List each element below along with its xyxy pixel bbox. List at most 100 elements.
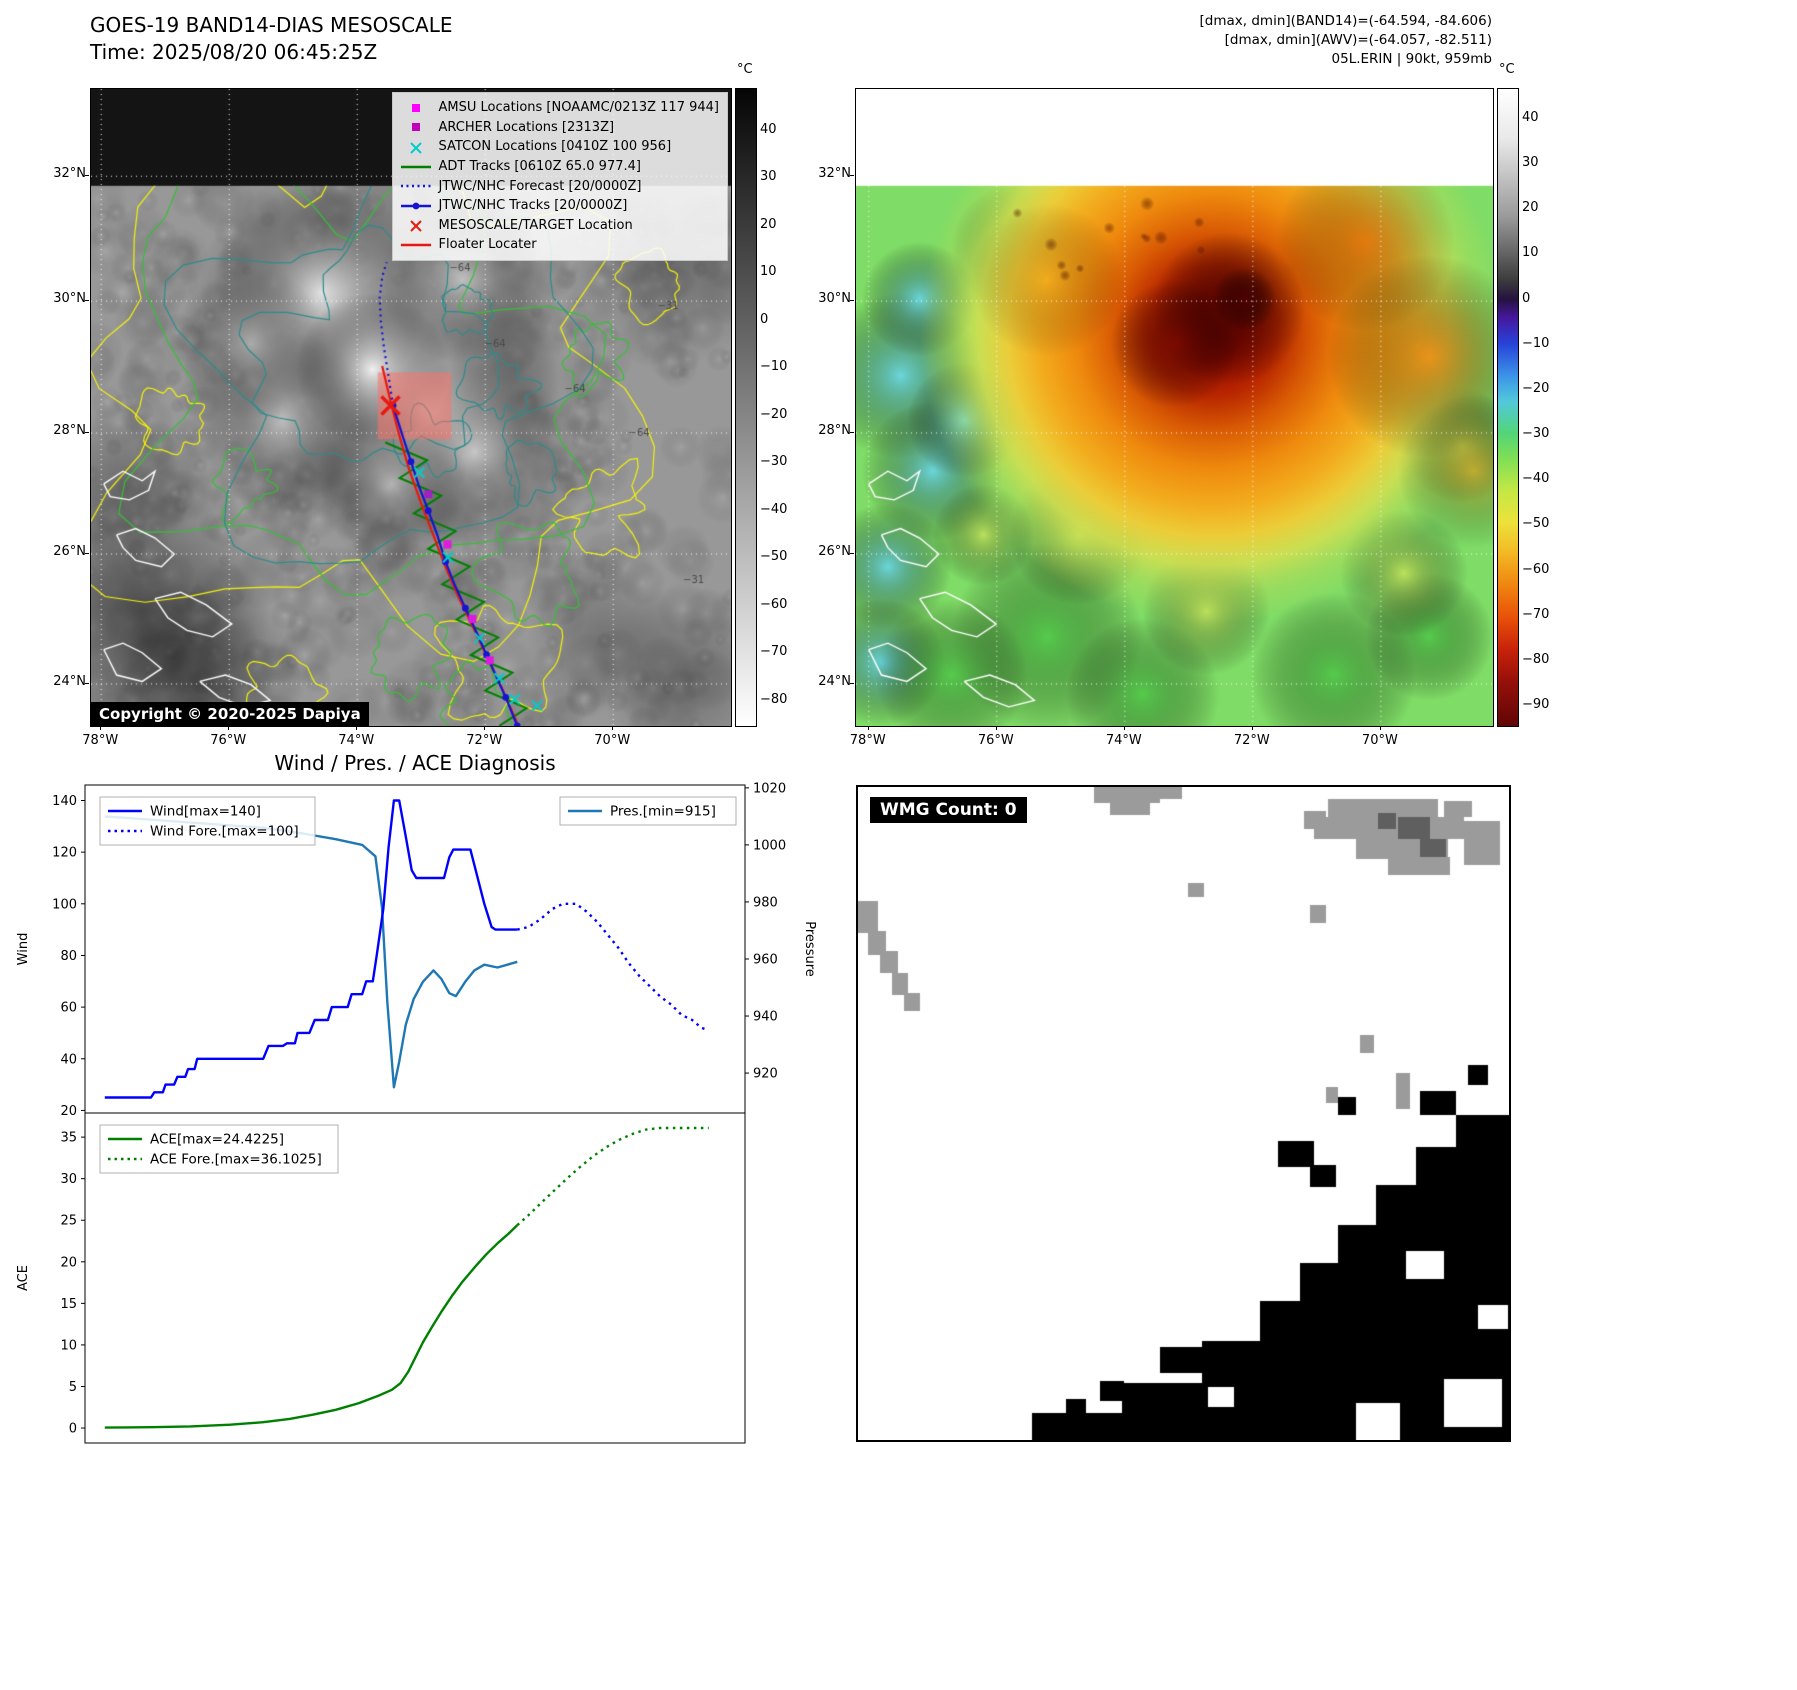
lat-tick-label: 24°N bbox=[53, 673, 86, 689]
lon-tick-label: 76°W bbox=[210, 733, 247, 748]
axis-tick-mark bbox=[1251, 726, 1253, 730]
wind-forecast-line bbox=[517, 902, 710, 1032]
lon-tick-label: 78°W bbox=[82, 733, 119, 748]
legend-item-2: SATCON Locations [0410Z 100 956] bbox=[399, 137, 719, 157]
x-legend-icon bbox=[409, 142, 422, 154]
axis-tick-mark bbox=[228, 726, 230, 730]
band14-colorbar bbox=[735, 88, 757, 727]
storm-id-intensity-label: 05L.ERIN | 90kt, 959mb bbox=[1331, 51, 1492, 67]
chart-legend-label: Wind Fore.[max=100] bbox=[150, 824, 299, 840]
ir-colorbar bbox=[1497, 88, 1519, 727]
axis-tick-mark bbox=[1379, 726, 1381, 730]
legend-item-label: Floater Locater bbox=[438, 237, 537, 253]
wind-ytick-label: 60 bbox=[60, 1001, 77, 1016]
colorbar-tick-label: −70 bbox=[1522, 606, 1550, 622]
lon-tick-label: 74°W bbox=[1105, 733, 1142, 748]
square-legend-icon bbox=[411, 123, 420, 132]
lat-tick-label: 30°N bbox=[53, 291, 86, 307]
ir-color-satellite-image bbox=[856, 89, 1493, 726]
axis-tick-mark bbox=[85, 175, 89, 177]
wind-pres-ace-charts: 2040608010012014092094096098010001020051… bbox=[16, 781, 817, 1444]
ace-ytick-label: 15 bbox=[60, 1297, 77, 1312]
lon-tick-label: 70°W bbox=[594, 733, 631, 748]
legend-item-label: JTWC/NHC Forecast [20/0000Z] bbox=[438, 178, 642, 194]
square-legend-icon bbox=[411, 103, 420, 112]
wind-ytick-label: 100 bbox=[52, 897, 77, 912]
ace-ytick-label: 10 bbox=[60, 1338, 77, 1353]
legend-item-label: JTWC/NHC Tracks [20/0000Z] bbox=[438, 198, 628, 214]
ir-colorbar-unit: °C bbox=[1499, 62, 1515, 77]
axis-tick-mark bbox=[85, 553, 89, 554]
lon-tick-label: 76°W bbox=[977, 733, 1014, 748]
ace-ytick-label: 20 bbox=[60, 1255, 77, 1270]
wmg-count-badge: WMG Count: 0 bbox=[870, 797, 1027, 823]
chart-legend-label: ACE Fore.[max=36.1025] bbox=[150, 1152, 322, 1168]
ace-ytick-label: 35 bbox=[60, 1131, 77, 1146]
pressure-ytick-label: 1000 bbox=[753, 838, 786, 853]
ace-ytick-label: 5 bbox=[69, 1380, 77, 1395]
colorbar-tick-label: −80 bbox=[760, 691, 788, 707]
lon-tick-label: 74°W bbox=[338, 733, 375, 748]
chart-legend-label: Pres.[min=915] bbox=[610, 804, 716, 820]
colorbar-tick-label: −30 bbox=[1522, 426, 1550, 442]
lon-tick-label: 70°W bbox=[1361, 733, 1398, 748]
colorbar-tick-label: −40 bbox=[760, 501, 788, 517]
pressure-ytick-label: 940 bbox=[753, 1010, 778, 1025]
lat-tick-label: 32°N bbox=[53, 166, 86, 182]
colorbar-tick-label: 20 bbox=[760, 216, 777, 232]
ace-axes bbox=[84, 1112, 746, 1444]
axis-tick-mark bbox=[850, 553, 854, 554]
lat-tick-label: 26°N bbox=[818, 544, 851, 559]
legend-item-3: ADT Tracks [0610Z 65.0 977.4] bbox=[399, 157, 719, 177]
pressure-ytick-label: 980 bbox=[753, 895, 778, 910]
ace-line bbox=[104, 1224, 519, 1429]
ir-color-map-panel bbox=[855, 88, 1494, 727]
lon-tick-label: 72°W bbox=[466, 733, 503, 748]
colorbar-tick-label: 10 bbox=[1522, 245, 1539, 261]
colorbar-tick-label: 40 bbox=[1522, 109, 1539, 125]
goes-title-line1: GOES-19 BAND14-DIAS MESOSCALE bbox=[90, 13, 453, 37]
axis-tick-mark bbox=[85, 682, 89, 684]
colorbar-tick-label: −50 bbox=[760, 549, 788, 565]
pressure-ytick-label: 920 bbox=[753, 1067, 778, 1082]
line-dot-legend-icon bbox=[400, 202, 431, 210]
pressure-axis-label: Pressure bbox=[802, 921, 817, 977]
colorbar-tick-label: 20 bbox=[1522, 200, 1539, 216]
legend-item-6: MESOSCALE/TARGET Location bbox=[399, 216, 719, 236]
axis-tick-mark bbox=[484, 726, 486, 730]
wmg-panel: WMG Count: 0 bbox=[856, 785, 1511, 1442]
dmax-dmin-awv-label: [dmax, dmin](AWV)=(-64.057, -82.511) bbox=[1224, 32, 1492, 48]
ace-legend bbox=[99, 1124, 339, 1174]
colorbar-tick-label: −60 bbox=[760, 596, 788, 612]
legend-item-label: ADT Tracks [0610Z 65.0 977.4] bbox=[438, 159, 641, 175]
axis-tick-mark bbox=[850, 175, 854, 177]
axis-tick-mark bbox=[85, 300, 89, 302]
axis-tick-mark bbox=[850, 682, 854, 684]
wind-ytick-label: 140 bbox=[52, 794, 77, 809]
line-legend-icon bbox=[400, 243, 431, 247]
colorbar-tick-label: −10 bbox=[760, 359, 788, 375]
legend-item-4: JTWC/NHC Forecast [20/0000Z] bbox=[399, 176, 719, 196]
legend-item-7: Floater Locater bbox=[399, 235, 719, 255]
colorbar-tick-label: −10 bbox=[1522, 335, 1550, 351]
lat-tick-label: 26°N bbox=[53, 544, 86, 559]
axis-tick-mark bbox=[356, 726, 358, 730]
wind-ytick-label: 20 bbox=[60, 1104, 77, 1119]
lon-tick-label: 78°W bbox=[849, 733, 886, 748]
wind-line bbox=[104, 799, 518, 1099]
colorbar-tick-label: 30 bbox=[760, 169, 777, 185]
ace-forecast-line bbox=[516, 1126, 709, 1226]
axis-tick-mark bbox=[612, 726, 614, 730]
colorbar-tick-label: −50 bbox=[1522, 516, 1550, 532]
chart-legend-label: Wind[max=140] bbox=[150, 804, 261, 820]
legend-item-0: AMSU Locations [NOAAMC/0213Z 117 944] bbox=[399, 98, 719, 118]
pressure-ytick-label: 960 bbox=[753, 952, 778, 967]
lat-tick-label: 28°N bbox=[53, 422, 86, 438]
ace-ytick-label: 0 bbox=[69, 1422, 77, 1437]
wind-axis-label: Wind bbox=[16, 933, 31, 966]
chart-legend-label: ACE[max=24.4225] bbox=[150, 1132, 284, 1148]
pressure-line bbox=[104, 815, 518, 1089]
lat-tick-label: 30°N bbox=[818, 291, 851, 307]
colorbar-tick-label: −60 bbox=[1522, 561, 1550, 577]
